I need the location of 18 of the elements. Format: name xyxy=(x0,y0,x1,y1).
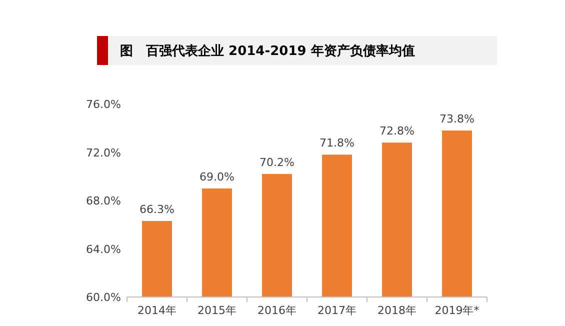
x-tick-label: 2015年 xyxy=(198,304,236,317)
y-tick-label: 72.0% xyxy=(86,146,121,160)
y-tick-label: 64.0% xyxy=(86,242,121,256)
data-label: 70.2% xyxy=(260,156,294,169)
data-label: 73.8% xyxy=(440,112,474,126)
chart-title: 图 百强代表企业 2014-2019 年资产负债率均值 xyxy=(120,43,415,59)
x-tick-label: 2014年 xyxy=(138,304,176,317)
data-label: 69.0% xyxy=(200,170,234,184)
data-label: 71.8% xyxy=(320,136,354,150)
x-tick-label: 2016年 xyxy=(258,304,296,317)
data-label: 72.8% xyxy=(380,124,414,138)
x-tick-label: 2017年 xyxy=(318,304,356,317)
y-tick-label: 68.0% xyxy=(86,194,121,208)
y-tick-label: 60.0% xyxy=(86,291,121,304)
x-tick-label: 2018年 xyxy=(378,304,416,317)
x-tick-label: 2019年* xyxy=(434,304,480,317)
y-tick-label: 76.0% xyxy=(86,98,121,111)
data-label: 66.3% xyxy=(140,203,174,216)
